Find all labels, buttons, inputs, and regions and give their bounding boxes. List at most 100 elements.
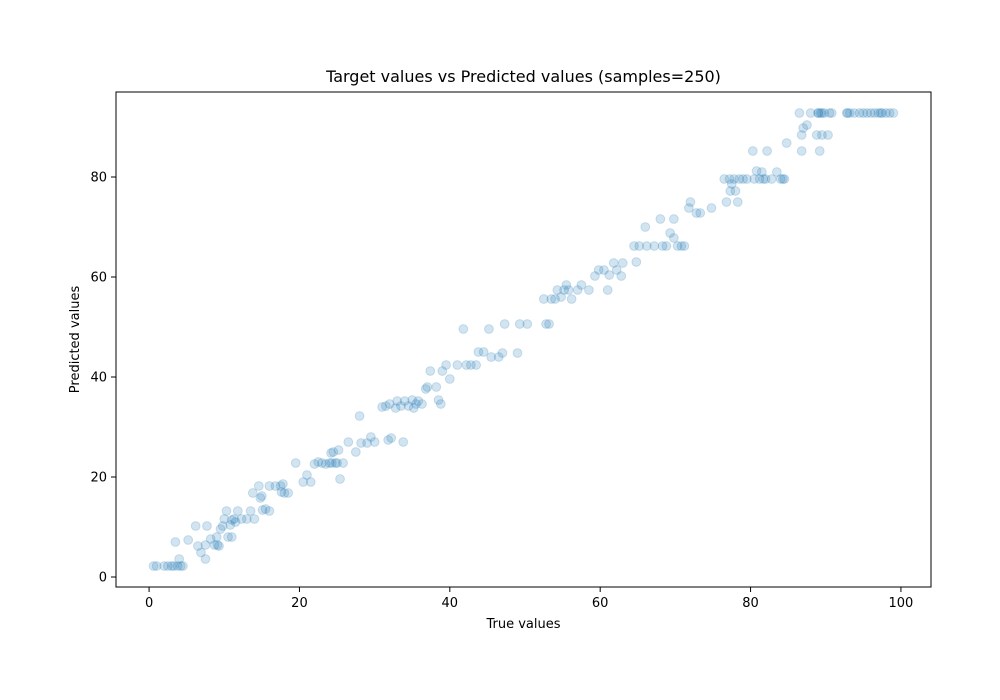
data-point	[159, 561, 170, 571]
data-point	[205, 534, 216, 544]
data-point	[781, 138, 792, 148]
data-point	[260, 504, 271, 514]
data-point	[599, 265, 609, 275]
data-point	[170, 537, 181, 547]
data-point	[695, 208, 706, 218]
data-point	[384, 399, 395, 409]
data-point	[317, 458, 327, 468]
data-point	[276, 487, 287, 497]
data-point	[512, 348, 523, 358]
data-point	[823, 130, 833, 140]
data-point	[209, 540, 220, 550]
data-point	[435, 399, 446, 409]
data-point	[162, 561, 173, 571]
data-point	[842, 108, 853, 118]
data-point	[556, 292, 566, 302]
data-point	[465, 360, 476, 370]
data-point	[183, 535, 194, 545]
data-point	[826, 108, 837, 118]
data-point	[390, 403, 401, 413]
data-point	[478, 347, 489, 357]
plot-area	[116, 92, 931, 587]
data-point	[362, 438, 373, 448]
data-point	[561, 280, 572, 290]
y-axis: 0 20 40 60 80	[90, 171, 116, 586]
data-point	[884, 108, 895, 118]
data-point	[798, 123, 809, 133]
data-point	[661, 241, 672, 251]
data-point	[151, 561, 162, 571]
data-point	[229, 514, 239, 524]
data-point	[685, 197, 696, 207]
data-point	[869, 108, 880, 118]
data-point	[178, 561, 188, 571]
data-point	[381, 401, 391, 411]
data-point	[796, 146, 807, 156]
data-point	[313, 457, 324, 467]
data-point	[335, 474, 345, 484]
data-point	[676, 241, 687, 251]
data-point	[794, 108, 805, 118]
data-point	[226, 532, 237, 542]
data-point	[420, 384, 431, 394]
data-point	[608, 258, 619, 268]
data-point	[629, 241, 639, 251]
data-point	[691, 208, 702, 218]
data-point	[730, 186, 741, 196]
data-point	[724, 174, 735, 184]
data-point	[425, 366, 436, 376]
data-point	[734, 174, 745, 184]
data-point	[433, 395, 444, 405]
data-point	[762, 146, 772, 156]
data-point	[219, 514, 230, 524]
data-point	[732, 197, 743, 207]
data-point	[604, 270, 615, 280]
data-point	[290, 458, 301, 468]
data-point	[634, 241, 645, 251]
data-point	[841, 108, 852, 118]
data-point	[343, 437, 354, 447]
data-point	[377, 402, 388, 412]
data-point	[544, 319, 554, 329]
data-point	[844, 108, 855, 118]
data-point	[221, 506, 232, 516]
data-point	[383, 435, 394, 445]
data-point	[877, 108, 888, 118]
data-point	[484, 324, 494, 334]
data-point	[813, 108, 824, 118]
data-point	[279, 488, 290, 498]
data-point	[230, 517, 241, 527]
data-point	[616, 271, 627, 281]
data-point	[403, 401, 414, 411]
x-tick-label: 20	[291, 596, 308, 611]
data-point	[815, 108, 826, 118]
data-point	[766, 174, 777, 184]
data-point	[354, 411, 365, 421]
data-point	[413, 396, 424, 406]
data-point	[538, 294, 549, 304]
y-tick-label: 40	[90, 371, 107, 386]
data-point	[726, 179, 737, 189]
data-point	[417, 399, 427, 409]
data-point	[497, 348, 508, 358]
data-point	[873, 108, 884, 118]
data-point	[214, 541, 224, 551]
data-point	[854, 108, 865, 118]
data-point	[458, 324, 469, 334]
data-point	[328, 447, 339, 457]
data-point	[760, 174, 771, 184]
x-tick-label: 0	[145, 596, 153, 611]
data-point	[611, 265, 622, 275]
data-point	[196, 547, 206, 558]
data-point	[174, 554, 185, 564]
data-point	[738, 174, 748, 184]
data-point	[332, 458, 342, 468]
data-point	[758, 174, 769, 184]
data-point	[278, 479, 288, 489]
data-point	[168, 561, 179, 571]
data-point	[148, 561, 159, 571]
data-point	[253, 481, 264, 491]
data-point	[775, 174, 786, 184]
data-point	[817, 130, 827, 140]
data-point	[305, 477, 316, 487]
